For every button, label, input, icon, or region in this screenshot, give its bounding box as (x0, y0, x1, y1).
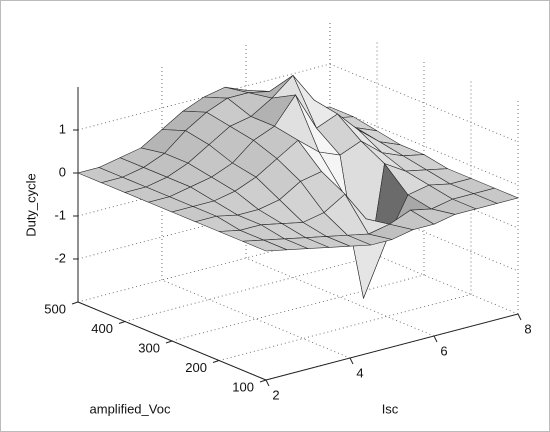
y-tick (118, 321, 126, 324)
x-axis-label: Isc (382, 401, 399, 416)
x-axis (265, 313, 519, 381)
x-tick (433, 335, 438, 343)
z-tick-label: 0 (59, 164, 66, 179)
y-tick (165, 340, 173, 344)
y-tick (259, 379, 267, 383)
y-tick-label: 100 (232, 379, 254, 394)
surface-cell (242, 239, 288, 252)
z-tick-label: -1 (54, 207, 66, 222)
z-axis-label: Duty_cycle (23, 173, 38, 237)
z-tick-label: -2 (54, 250, 66, 265)
y-axis-label: amplified_Voc (90, 401, 171, 416)
x-tick-label: 6 (440, 343, 447, 358)
y-tick-label: 400 (91, 321, 113, 336)
y-tick-label: 300 (138, 340, 160, 355)
y-tick (71, 301, 79, 305)
x-tick-label: 8 (524, 321, 531, 336)
x-tick (265, 379, 270, 387)
x-tick-label: 4 (356, 365, 363, 380)
x-tick (517, 313, 522, 321)
y-tick-label: 500 (44, 301, 66, 316)
z-tick-label: 1 (59, 121, 66, 136)
y-tick (212, 360, 220, 363)
x-tick (349, 357, 354, 365)
x-tick-label: 2 (272, 387, 279, 402)
y-tick-label: 200 (185, 360, 207, 375)
